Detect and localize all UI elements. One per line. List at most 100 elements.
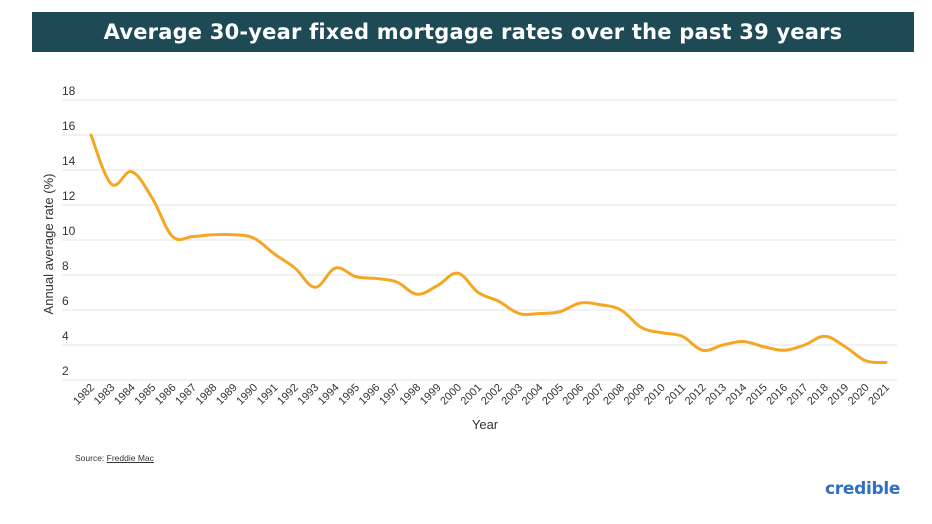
x-tick-label: 2009 (622, 382, 648, 408)
data-point-2009 (639, 326, 643, 330)
data-point-2021 (884, 361, 888, 365)
x-tick-label: 1984 (112, 382, 138, 408)
x-tick-label: 2002 (479, 382, 505, 408)
x-tick-label: 2004 (520, 382, 546, 408)
data-point-1982 (89, 133, 93, 137)
x-tick-label: 1990 (234, 382, 260, 408)
x-tick-label: 2021 (866, 382, 892, 408)
x-tick-label: 1992 (275, 382, 301, 408)
data-point-1986 (171, 235, 175, 239)
data-point-1987 (191, 235, 195, 239)
data-point-2010 (660, 331, 664, 335)
x-tick-label: 2003 (499, 382, 525, 408)
x-tick-label: 2019 (826, 382, 852, 408)
data-point-2005 (558, 310, 562, 314)
x-tick-label: 2000 (438, 382, 464, 408)
x-tick-label: 1993 (296, 382, 322, 408)
x-axis-label: Year (472, 417, 499, 432)
y-tick-label: 8 (62, 259, 69, 273)
data-point-2004 (537, 312, 541, 316)
data-point-1990 (252, 236, 256, 240)
x-tick-label: 2011 (663, 382, 688, 407)
x-tick-label: 1999 (418, 382, 444, 408)
data-point-1999 (436, 284, 440, 288)
x-tick-label: 2020 (846, 382, 872, 408)
y-tick-label: 12 (62, 189, 76, 203)
data-point-1991 (272, 252, 276, 256)
x-tick-label: 2005 (540, 382, 566, 408)
y-tick-label: 4 (62, 329, 69, 343)
data-point-2000 (456, 271, 460, 275)
data-point-2011 (680, 334, 684, 338)
data-point-1993 (313, 285, 317, 289)
data-point-1998 (415, 292, 419, 296)
data-point-1985 (150, 196, 154, 200)
x-tick-label: 1986 (153, 382, 179, 408)
data-point-2015 (762, 345, 766, 349)
data-point-2018 (823, 334, 827, 338)
x-tick-label: 2006 (561, 382, 587, 408)
data-point-1992 (293, 266, 297, 270)
data-point-2008 (619, 308, 623, 312)
credible-logo: credible (825, 479, 901, 499)
x-tick-label: 1983 (92, 382, 118, 408)
y-tick-labels: 2 4 6 8 10 12 14 16 18 (62, 84, 76, 378)
y-tick-label: 14 (62, 154, 76, 168)
x-tick-label: 1989 (214, 382, 240, 408)
y-tick-label: 2 (62, 364, 69, 378)
x-tick-label: 1991 (255, 382, 281, 408)
y-tick-label: 18 (62, 84, 76, 98)
data-point-1989 (232, 233, 236, 237)
x-tick-label: 2016 (764, 382, 790, 408)
x-tick-label: 2012 (683, 382, 709, 408)
grid-layer (62, 99, 897, 381)
data-point-2006 (578, 301, 582, 305)
x-tick-label: 1997 (377, 382, 403, 408)
data-point-2007 (599, 303, 603, 307)
data-point-2014 (741, 340, 745, 344)
series-layer (89, 133, 888, 365)
x-tick-label: 2017 (785, 382, 811, 408)
x-tick-labels: 1982198319841985198619871988198919901991… (71, 382, 892, 408)
data-point-2020 (864, 359, 868, 363)
x-tick-label: 2001 (459, 382, 485, 408)
x-tick-label: 1998 (397, 382, 423, 408)
x-tick-label: 2014 (724, 382, 750, 408)
y-tick-label: 6 (62, 294, 69, 308)
data-point-1997 (395, 280, 399, 284)
x-tick-label: 2015 (744, 382, 770, 408)
data-point-1995 (354, 275, 358, 279)
data-point-1984 (130, 170, 134, 174)
data-point-1983 (109, 182, 113, 186)
data-point-1996 (374, 277, 378, 281)
data-point-2002 (497, 299, 501, 303)
source-link[interactable]: Freddie Mac (106, 453, 154, 463)
x-tick-label: 1982 (71, 382, 97, 408)
x-tick-label: 1996 (357, 382, 383, 408)
x-tick-label: 1985 (132, 382, 158, 408)
data-point-2016 (782, 348, 786, 352)
data-point-2013 (721, 343, 725, 347)
x-tick-label: 2007 (581, 382, 607, 408)
y-tick-label: 16 (62, 119, 76, 133)
x-tick-label: 1988 (194, 382, 220, 408)
series-line (89, 133, 888, 365)
y-tick-label: 10 (62, 224, 76, 238)
x-tick-label: 2013 (703, 382, 729, 408)
y-axis-label: Annual average rate (%) (41, 174, 56, 315)
source-prefix: Source: (75, 453, 107, 463)
x-tick-label: 1987 (173, 382, 199, 408)
data-point-1994 (334, 266, 338, 270)
x-tick-label: 1995 (336, 382, 362, 408)
x-tick-label: 2018 (805, 382, 831, 408)
chart-title: Average 30-year fixed mortgage rates ove… (32, 12, 914, 52)
data-point-2012 (701, 348, 705, 352)
data-point-1988 (211, 233, 215, 237)
x-tick-label: 2008 (601, 382, 627, 408)
source-note: Source: Freddie Mac (75, 453, 154, 463)
x-tick-label: 2010 (642, 382, 668, 408)
data-point-2017 (802, 343, 806, 347)
x-tick-label: 1994 (316, 382, 342, 408)
data-point-2003 (517, 312, 521, 316)
